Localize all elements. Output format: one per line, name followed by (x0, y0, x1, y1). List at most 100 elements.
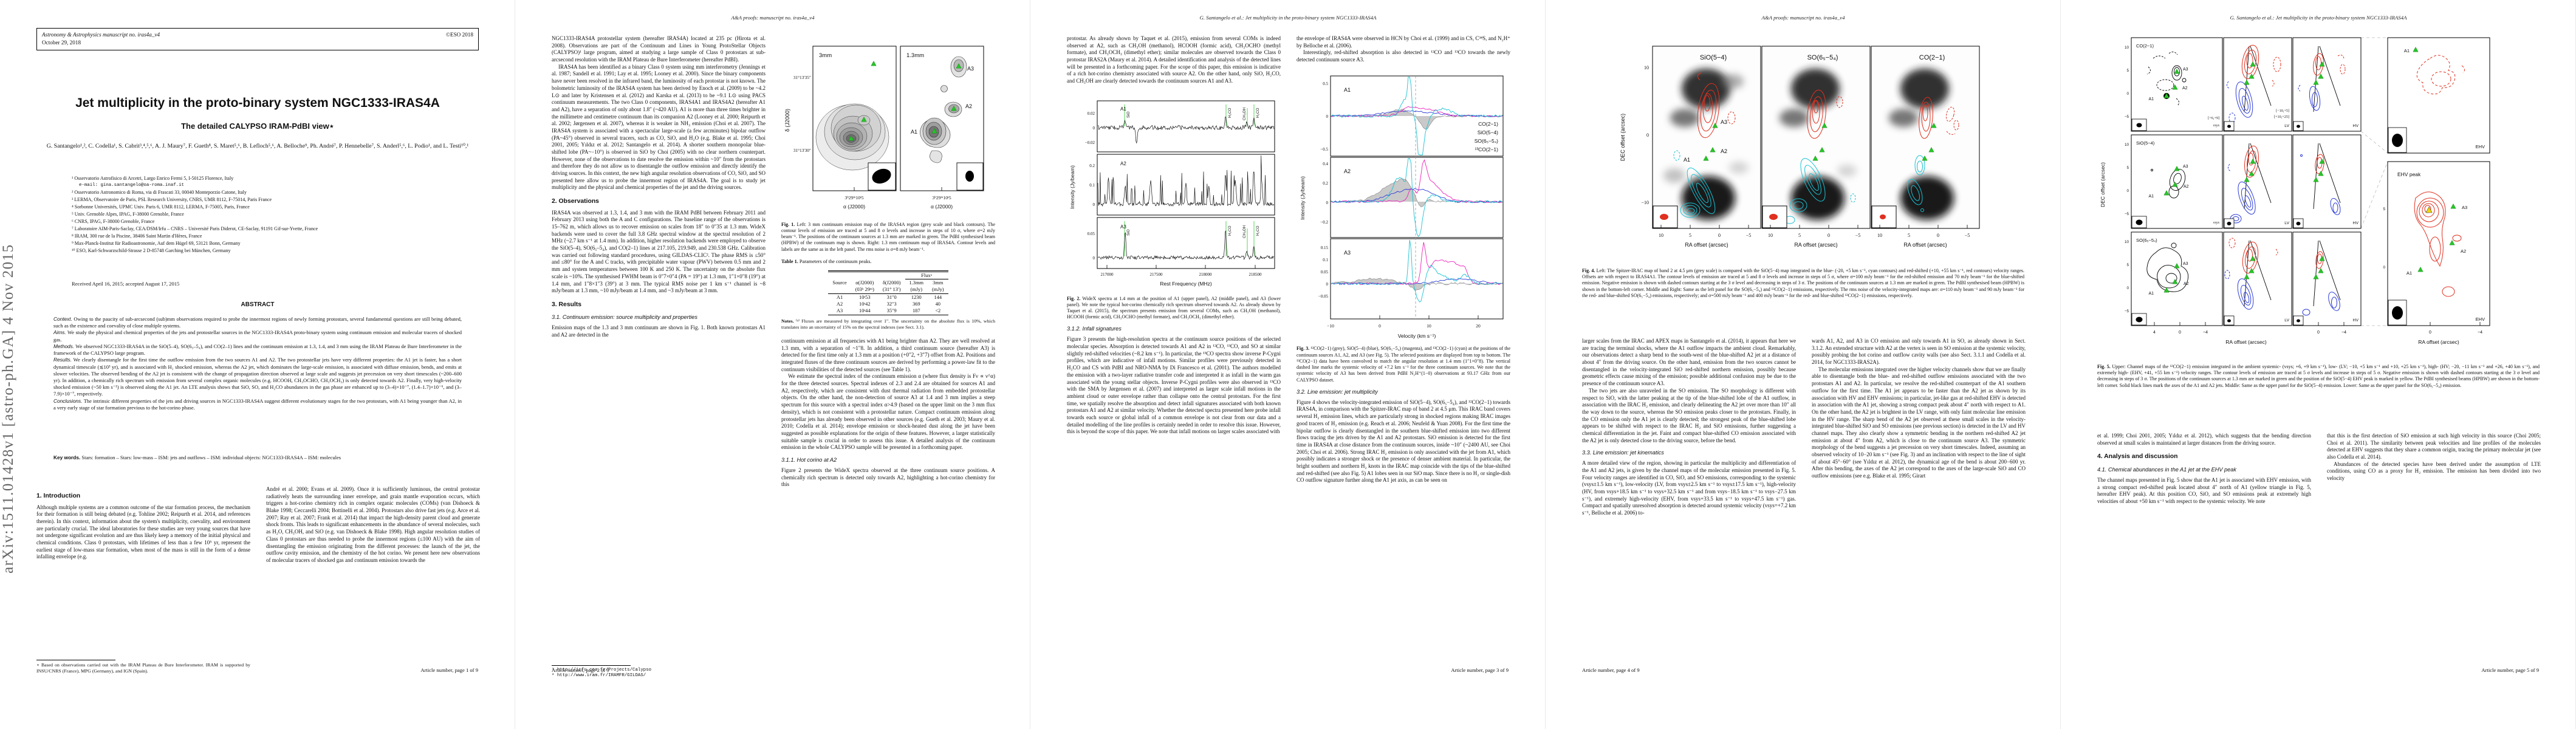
svg-text:0: 0 (1326, 114, 1329, 119)
svg-text:A1: A1 (2404, 48, 2410, 53)
fig5-hv-co: HV (2292, 37, 2362, 132)
svg-text:A2: A2 (2184, 282, 2189, 286)
svg-text:0.1: 0.1 (1089, 183, 1095, 188)
paper-title: Jet multiplicity in the proto-binary sys… (75, 96, 440, 110)
svg-text:Velocity (km s⁻¹): Velocity (km s⁻¹) (1398, 333, 1436, 339)
affiliation: ¹ Osservatorio Astrofisico di Arcetri, L… (72, 176, 234, 181)
beam-ellipse (1769, 214, 1778, 220)
svg-text:0: 0 (2126, 189, 2129, 193)
body-text: larger scales from the IRAC and APEX map… (1582, 338, 1796, 387)
svg-text:10: 10 (2125, 46, 2129, 50)
svg-text:0: 0 (1718, 233, 1721, 238)
svg-text:vsys: vsys (2213, 221, 2220, 225)
svg-text:HV: HV (2353, 124, 2359, 128)
running-head: A&A proofs: manuscript no. iras4a_v4 (1761, 15, 1845, 21)
svg-text:A2: A2 (2182, 86, 2188, 91)
fig5-systemic-co: CO(2−1) A1 A2 A3 [+6,+9] vsys (2131, 37, 2223, 132)
svg-text:31°13'35″: 31°13'35″ (793, 75, 811, 80)
beam-ellipse (965, 171, 974, 182)
svg-text:LV: LV (2284, 124, 2289, 128)
svg-text:3mm: 3mm (819, 52, 832, 59)
svg-text:0: 0 (2383, 265, 2385, 270)
affiliation: ⁸ IRAM, 300 rue de la Piscine, 38406 Sai… (72, 233, 202, 239)
email: e-mail: gina.santangelo@oa-roma.inaf.it (79, 183, 184, 188)
svg-text:0.2: 0.2 (1323, 181, 1328, 186)
svg-text:0: 0 (1093, 256, 1095, 261)
subsection-jet-multiplicity: 3.2. Line emission: jet multiplicity (1297, 388, 1378, 395)
footnote-url: ² http://www.iram.fr/IRAMFR/GILDAS/ (552, 673, 646, 679)
svg-text:¹³CO(2−1): ¹³CO(2−1) (1475, 146, 1499, 152)
svg-text:HV: HV (2353, 318, 2359, 323)
svg-text:A1: A1 (2406, 270, 2412, 276)
affiliations: ¹ Osservatorio Astrofisico di Arcetri, L… (72, 175, 453, 255)
svg-text:−5: −5 (1855, 233, 1861, 238)
svg-text:−4: −4 (2203, 330, 2208, 335)
svg-text:A3: A3 (967, 66, 974, 72)
abstract-results: We clearly disentangle for the first tim… (53, 357, 462, 397)
section-analysis: 4. Analysis and discussion (2097, 453, 2178, 460)
svg-text:0.5: 0.5 (1323, 81, 1328, 86)
paper-subtitle: The detailed CALYPSO IRAM-PdBI view⋆ (181, 122, 334, 131)
svg-text:A2: A2 (965, 103, 972, 109)
svg-text:217500: 217500 (1150, 272, 1163, 277)
intro-text-col1: Although multiple systems are a common o… (36, 504, 250, 560)
svg-text:−10: −10 (1327, 323, 1334, 329)
svg-text:3ʰ29ᵐ10ˢ5: 3ʰ29ᵐ10ˢ5 (844, 195, 863, 200)
svg-text:−4: −4 (2478, 330, 2482, 335)
body-text: that this is the first detection of SiO … (2327, 433, 2541, 460)
svg-text:5: 5 (1689, 233, 1691, 238)
svg-text:H₂CO: H₂CO (1256, 225, 1260, 236)
svg-text:CH₃OH: CH₃OH (1242, 107, 1247, 120)
svg-text:Intensity (Jy/beam): Intensity (Jy/beam) (1300, 176, 1306, 220)
svg-text:H₂CO: H₂CO (1256, 108, 1260, 118)
page-footer: Article number, page 2 of 9 (552, 667, 609, 673)
body-text: the envelope of IRAS4A were observed in … (1297, 35, 1510, 49)
fig1-3mm-panel: 3mm (812, 46, 897, 191)
manuscript-header-box: Astronomy & Astrophysics manuscript no. … (36, 28, 479, 50)
svg-text:[+10,+25]: [+10,+25] (2274, 115, 2289, 119)
svg-text:SiO(5−4): SiO(5−4) (1700, 54, 1727, 61)
fig4-sio-panel: SiO(5−4) A1 A2 A3 10 5 0 −5 RA offset (a… (1652, 46, 1761, 248)
fig5-lv-co: [−10,+5] [+10,+25] LV (2223, 37, 2292, 132)
footnote-url: ¹ http://irfu.cea.fr/Projects/Calypso (552, 667, 652, 673)
page-footer: Article number, page 5 of 9 (2481, 667, 2539, 673)
beam-ellipse (1880, 214, 1886, 219)
svg-text:−0.2: −0.2 (1320, 220, 1328, 225)
svg-text:SiO(5−4): SiO(5−4) (2136, 140, 2155, 146)
title-footnote: ⋆ Based on observations carried out with… (36, 662, 250, 674)
received-dates: Received April 16, 2015; accepted August… (72, 281, 180, 287)
svg-text:A3: A3 (2183, 67, 2188, 72)
affiliation: ⁹ Max-Planck-Institut für Radioastronomi… (72, 241, 241, 247)
affiliation: ³ LERMA, Observatoire de Paris, PSL Rese… (72, 197, 272, 203)
svg-text:A1: A1 (2148, 292, 2154, 296)
fig5-ehv-co: A1 EHV (2387, 37, 2490, 154)
page-1: arXiv:1511.01428v1 [astro-ph.GA] 4 Nov 2… (0, 0, 515, 729)
svg-text:4: 4 (2153, 330, 2156, 335)
beam-ellipse (872, 168, 891, 184)
fig4-so-panel: SO(6₅−5₄) 10 5 0 −5 RA offset (arcsec) (1761, 46, 1871, 248)
page-5: G. Santangelo et al.: Jet multiplicity i… (2061, 0, 2576, 729)
svg-text:218000: 218000 (1199, 272, 1213, 277)
abstract-context: Owing to the paucity of sub-arcsecond (s… (53, 316, 462, 329)
eso-copyright: ©ESO 2018 (445, 32, 473, 38)
svg-text:0: 0 (2179, 330, 2181, 335)
svg-text:31°13'30″: 31°13'30″ (793, 148, 811, 153)
svg-text:α (J2000): α (J2000) (931, 204, 953, 210)
beam-ellipse (1660, 214, 1668, 220)
svg-text:0.2: 0.2 (1089, 163, 1095, 168)
svg-text:RA offset (arcsec): RA offset (arcsec) (1685, 242, 1728, 248)
section-observations: 2. Observations (552, 198, 599, 205)
fig5-hv-so: HV (2292, 231, 2362, 326)
svg-text:20: 20 (1476, 323, 1481, 329)
svg-text:0: 0 (1093, 202, 1095, 207)
svg-text:A2: A2 (2184, 185, 2189, 189)
svg-text:α (J2000): α (J2000) (843, 204, 865, 210)
svg-text:Rest Frequency (MHz): Rest Frequency (MHz) (1160, 281, 1212, 287)
body-text: continuum emission at all frequencies wi… (781, 337, 995, 372)
svg-text:RA offset (arcsec): RA offset (arcsec) (1794, 242, 1837, 248)
fig5-lv-sio: LV (2223, 134, 2292, 229)
table-row: A3 10ˢ44 35″9 187 <2 (836, 308, 941, 314)
svg-text:5: 5 (1798, 233, 1801, 238)
fig1-caption: Fig. 1. Left: 3 mm continuum emission ma… (781, 221, 996, 252)
svg-text:A1: A1 (1344, 87, 1351, 93)
